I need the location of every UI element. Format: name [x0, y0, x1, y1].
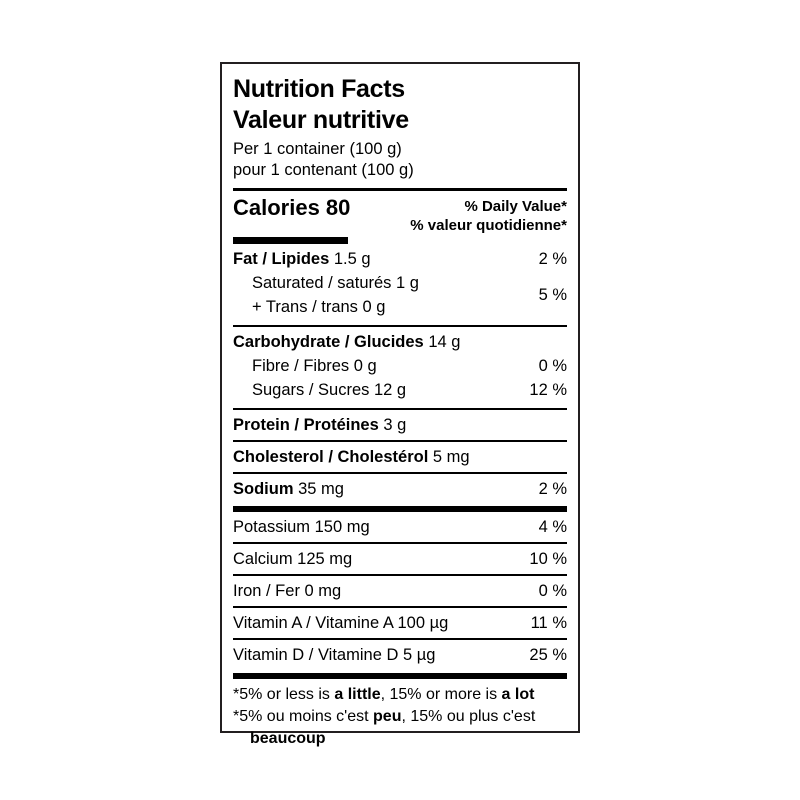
- nutrient-row-fat: Fat / Lipides 1.5 g 2 %: [233, 244, 567, 271]
- footnote-english: *5% or less is a little, 15% or more is …: [233, 684, 567, 706]
- saturated-amount: 1 g: [396, 274, 419, 292]
- saturated-name: Saturated / saturés: [252, 274, 392, 292]
- cholesterol-amount: 5 mg: [432, 448, 470, 466]
- footnote-french: *5% ou moins c'est peu, 15% ou plus c'es…: [233, 706, 567, 728]
- nutrient-row-potassium: Potassium 150 mg 4 %: [233, 512, 567, 542]
- nutrient-row-sugars: Sugars / Sucres 12 g 12 %: [233, 378, 567, 402]
- calcium-label: Calcium 125 mg: [233, 550, 353, 568]
- serving-size-english: Per 1 container (100 g): [233, 140, 402, 158]
- nutrient-row-vitamin-d: Vitamin D / Vitamine D 5 µg 25 %: [233, 640, 567, 670]
- trans-label: + Trans / trans 0 g: [233, 295, 529, 319]
- vitamin-a-percent: 11 %: [530, 614, 567, 632]
- carbohydrate-amount: 14 g: [428, 333, 461, 351]
- calcium-percent: 10 %: [529, 550, 567, 568]
- saturated-trans-labels: Saturated / saturés 1 g + Trans / trans …: [233, 271, 529, 319]
- panel-title-french: Valeur nutritive: [233, 106, 409, 134]
- footnote-fr-mid: , 15% ou plus c'est: [401, 708, 536, 725]
- divider-below-calories: [233, 237, 348, 244]
- sodium-percent: 2 %: [538, 480, 567, 498]
- calories-value: Calories 80: [233, 195, 351, 220]
- divider-below-protein: [233, 440, 567, 442]
- fat-amount: 1.5 g: [333, 250, 371, 268]
- footnote-asterisk-english: *: [233, 686, 240, 703]
- fat-name: Fat / Lipides: [233, 250, 330, 268]
- sodium-amount: 35 mg: [298, 480, 344, 498]
- potassium-label: Potassium 150 mg: [233, 518, 370, 536]
- panel-title-english: Nutrition Facts: [233, 75, 405, 103]
- trans-amount: 0 g: [362, 298, 386, 316]
- fibre-label: Fibre / Fibres 0 g: [233, 354, 529, 378]
- divider-above-footnotes: [233, 673, 567, 679]
- sugars-name: Sugars / Sucres: [252, 381, 370, 399]
- sugars-percent: 12 %: [529, 381, 567, 399]
- carbohydrate-name: Carbohydrate / Glucides: [233, 333, 424, 351]
- divider-below-carbohydrate: [233, 408, 567, 410]
- footnote-en-lot: a lot: [501, 686, 535, 703]
- divider-below-fat-group: [233, 325, 567, 327]
- footnote-en-pre: 5% or less is: [239, 686, 335, 703]
- calories-block: Calories 80 % Daily Value* % valeur quot…: [233, 191, 567, 235]
- nutrient-group-saturated-trans: Saturated / saturés 1 g + Trans / trans …: [233, 271, 567, 319]
- nutrient-row-vitamin-a: Vitamin A / Vitamine A 100 µg 11 %: [233, 608, 567, 638]
- protein-amount: 3 g: [383, 416, 407, 434]
- fat-percent: 2 %: [538, 250, 567, 268]
- iron-percent: 0 %: [538, 582, 567, 600]
- vitamin-d-percent: 25 %: [529, 646, 567, 664]
- divider-below-vitamin-a: [233, 638, 567, 640]
- saturated-label: Saturated / saturés 1 g: [233, 271, 529, 295]
- sodium-name: Sodium: [233, 480, 294, 498]
- nutrient-row-protein: Protein / Protéines 3 g: [233, 410, 567, 440]
- fibre-amount: 0 g: [353, 357, 377, 375]
- daily-value-header-french: % valeur quotidienne*: [410, 217, 567, 234]
- sugars-label: Sugars / Sucres 12 g: [233, 378, 519, 402]
- footnote-asterisk-french: *: [233, 708, 240, 725]
- saturated-trans-percent: 5 %: [538, 285, 567, 304]
- fibre-percent: 0 %: [538, 357, 567, 375]
- footnote-french-continuation: beaucoup: [250, 730, 326, 747]
- serving-size-french: pour 1 contenant (100 g): [233, 161, 414, 179]
- sugars-amount: 12 g: [373, 381, 407, 399]
- carbohydrate-label: Carbohydrate / Glucides 14 g: [233, 330, 557, 354]
- iron-label: Iron / Fer 0 mg: [233, 582, 342, 600]
- potassium-percent: 4 %: [538, 518, 567, 536]
- footnote-en-mid: , 15% or more is: [380, 686, 502, 703]
- footnotes-block: *5% or less is a little, 15% or more is …: [233, 679, 567, 750]
- footnote-en-little: a little: [334, 686, 381, 703]
- daily-value-header: % Daily Value* % valeur quotidienne*: [410, 195, 567, 235]
- divider-below-calcium: [233, 574, 567, 576]
- sodium-label: Sodium 35 mg: [233, 477, 529, 501]
- fibre-name: Fibre / Fibres: [252, 357, 350, 375]
- protein-label: Protein / Protéines 3 g: [233, 413, 557, 437]
- nutrient-row-iron: Iron / Fer 0 mg 0 %: [233, 576, 567, 606]
- daily-value-header-english: % Daily Value*: [464, 198, 567, 215]
- nutrient-row-carbohydrate: Carbohydrate / Glucides 14 g: [233, 327, 567, 354]
- footnote-fr-peu: peu: [373, 708, 402, 725]
- nutrient-row-sodium: Sodium 35 mg 2 %: [233, 474, 567, 504]
- nutrition-facts-panel: Nutrition Facts Valeur nutritive Per 1 c…: [220, 62, 580, 747]
- divider-below-cholesterol: [233, 472, 567, 474]
- vitamin-a-label: Vitamin A / Vitamine A 100 µg: [233, 614, 449, 632]
- fat-label: Fat / Lipides 1.5 g: [233, 247, 529, 271]
- trans-name: + Trans / trans: [252, 298, 358, 316]
- nutrient-row-calcium: Calcium 125 mg 10 %: [233, 544, 567, 574]
- protein-name: Protein / Protéines: [233, 416, 379, 434]
- divider-below-serving: [233, 188, 567, 191]
- nutrient-row-cholesterol: Cholesterol / Cholestérol 5 mg: [233, 442, 567, 472]
- divider-below-potassium: [233, 542, 567, 544]
- divider-below-iron: [233, 606, 567, 608]
- divider-below-sodium: [233, 506, 567, 512]
- cholesterol-name: Cholesterol / Cholestérol: [233, 448, 429, 466]
- nutrient-row-fibre: Fibre / Fibres 0 g 0 %: [233, 354, 567, 378]
- cholesterol-label: Cholesterol / Cholestérol 5 mg: [233, 445, 557, 469]
- vitamin-d-label: Vitamin D / Vitamine D 5 µg: [233, 646, 436, 664]
- footnote-fr-pre: 5% ou moins c'est: [239, 708, 374, 725]
